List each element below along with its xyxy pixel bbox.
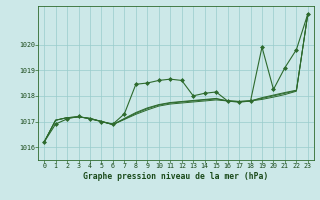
X-axis label: Graphe pression niveau de la mer (hPa): Graphe pression niveau de la mer (hPa) bbox=[84, 172, 268, 181]
